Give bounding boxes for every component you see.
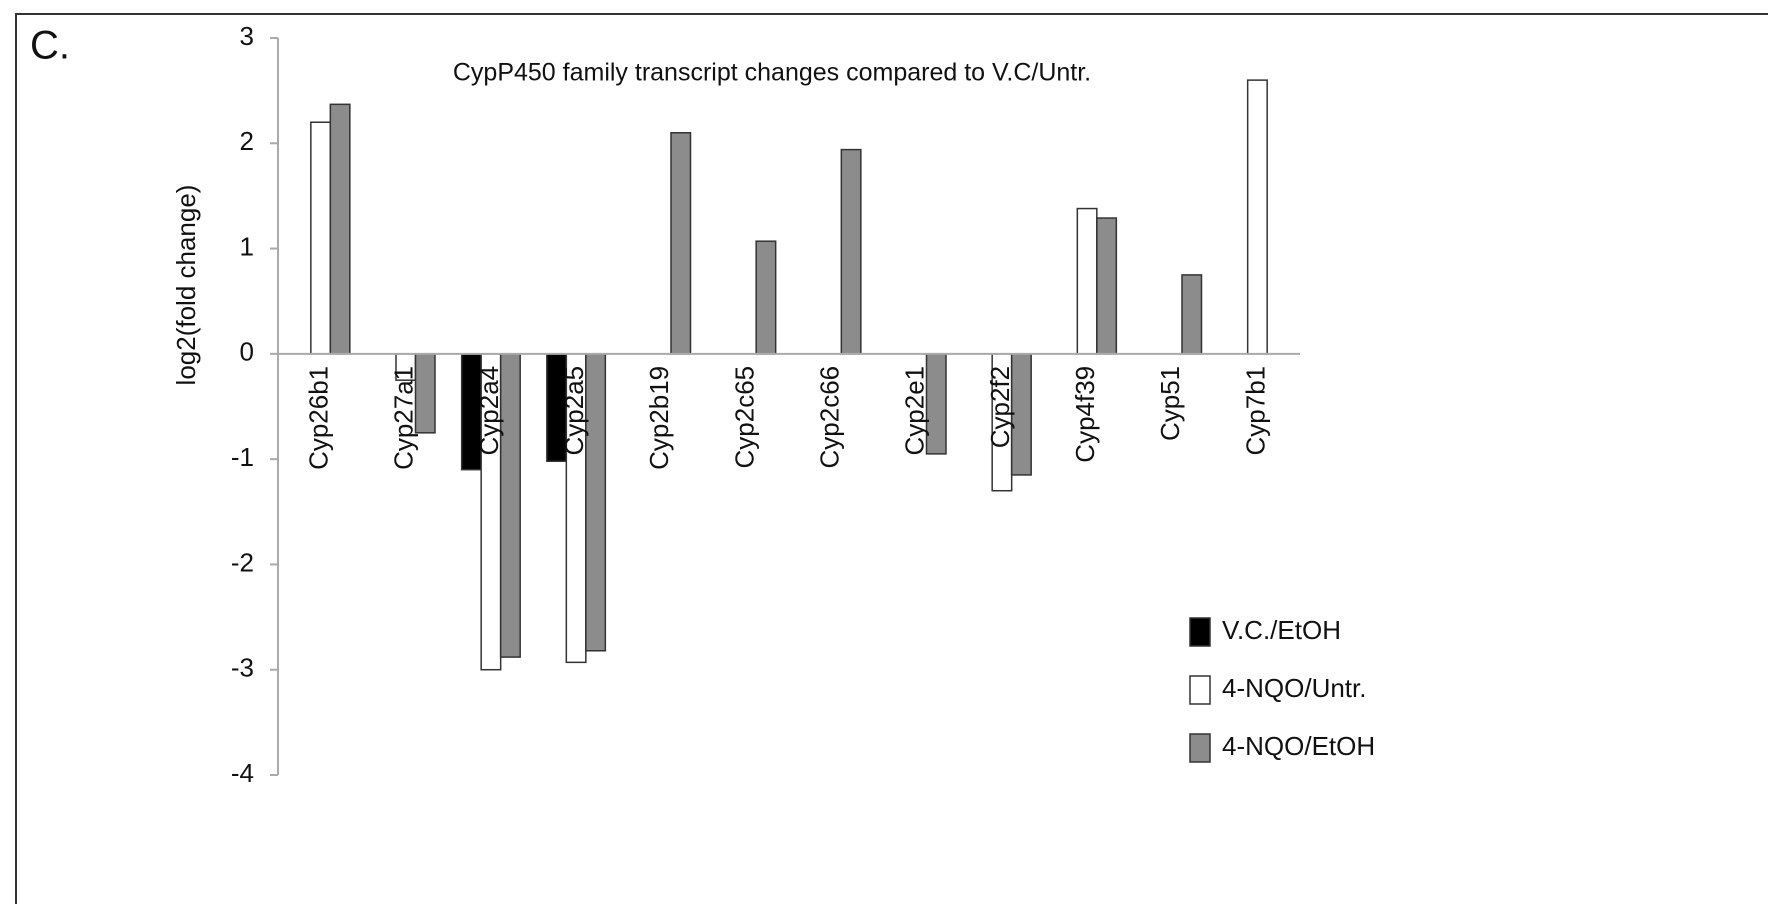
legend-swatch [1189, 733, 1211, 763]
frame [15, 13, 1768, 904]
y-tick-label: 1 [240, 231, 254, 261]
bar [1076, 207, 1098, 355]
y-tick-label: -4 [231, 758, 254, 788]
x-tick-label: Cyp2a5 [559, 366, 589, 456]
y-tick-label: -3 [231, 653, 254, 683]
legend-swatch [1189, 675, 1211, 705]
legend-swatch [1189, 617, 1211, 647]
bar [670, 132, 692, 355]
bar [755, 240, 777, 355]
y-axis-label: log2(fold change) [171, 185, 201, 386]
x-tick-label: Cyp7b1 [1240, 366, 1270, 456]
legend-label: V.C./EtOH [1222, 615, 1341, 645]
x-tick-label: Cyp4f39 [1070, 366, 1100, 463]
x-tick-label: Cyp2e1 [900, 366, 930, 456]
x-tick-label: Cyp2c66 [814, 366, 844, 469]
y-tick-label: 2 [240, 126, 254, 156]
bar [840, 148, 862, 355]
x-tick-label: Cyp2a4 [474, 366, 504, 456]
y-tick-label: 3 [240, 21, 254, 51]
bar [310, 121, 332, 355]
x-tick-label: Cyp2b19 [644, 366, 674, 470]
x-tick-label: Cyp51 [1155, 366, 1185, 441]
panel-label: C. [30, 24, 70, 68]
bar [329, 103, 351, 355]
y-tick-label: -2 [231, 547, 254, 577]
legend-label: 4-NQO/EtOH [1222, 731, 1375, 761]
bar [1246, 79, 1268, 355]
y-tick-label: 0 [240, 337, 254, 367]
x-tick-label: Cyp27a1 [389, 366, 419, 470]
legend-label: 4-NQO/Untr. [1222, 673, 1366, 703]
x-tick-label: Cyp2c65 [729, 366, 759, 469]
x-tick-label: Cyp26b1 [303, 366, 333, 470]
chart-title: CypP450 family transcript changes compar… [453, 59, 1091, 87]
bar [1181, 274, 1203, 355]
bar [1096, 217, 1118, 355]
x-tick-label: Cyp2f2 [985, 366, 1015, 448]
y-tick-label: -1 [231, 442, 254, 472]
